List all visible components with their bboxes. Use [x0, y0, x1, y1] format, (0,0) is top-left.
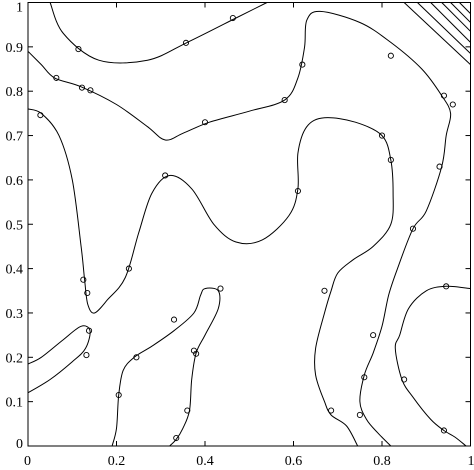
point-marker-19: [409, 225, 417, 232]
point-marker-3: [229, 14, 236, 22]
point-marker-7: [37, 112, 44, 119]
point-marker-35: [328, 407, 335, 414]
point-marker-29: [193, 350, 200, 357]
contour-line-6: [394, 285, 471, 447]
point-marker-2: [182, 39, 190, 46]
point-marker-39: [184, 407, 191, 414]
x-tick-label-2: 0.4: [196, 454, 214, 469]
contour-line-4: [27, 325, 91, 394]
point-marker-33: [361, 374, 368, 381]
point-marker-25: [115, 391, 122, 399]
point-marker-20: [80, 276, 87, 283]
point-marker-24: [83, 352, 90, 359]
point-marker-17: [387, 156, 394, 163]
point-marker-26: [133, 354, 140, 361]
point-marker-1: [75, 46, 82, 53]
point-marker-6: [87, 87, 94, 94]
tick-labels: 0 0.2 0.4 0.6 0.8 1 0 0.1 0.2 0.3 0.4 0.5 0.6 0.7 0.8 0…: [6, 1, 474, 470]
x-tick-label-4: 0.8: [373, 454, 391, 469]
corner-line-5: [450, 2, 471, 23]
point-marker-37: [401, 376, 408, 383]
point-marker-32: [370, 332, 377, 339]
y-tick-label-7: 0.7: [6, 130, 24, 145]
y-tick-label-1: 0.1: [6, 396, 24, 411]
point-marker-27: [170, 316, 178, 323]
point-marker-22: [125, 265, 132, 272]
point-marker-5: [78, 84, 86, 91]
y-tick-label-4: 0.4: [6, 263, 24, 278]
y-tick-label-6: 0.6: [6, 174, 24, 189]
axis-ticks: [27, 2, 471, 447]
corner-line-4: [441, 2, 471, 32]
x-tick-label-1: 0.2: [108, 454, 126, 469]
point-marker-31: [321, 287, 328, 294]
y-tick-label-8: 0.8: [6, 85, 24, 100]
plot-frame: [27, 2, 471, 447]
contour-lines: [27, 2, 471, 447]
point-marker-10: [299, 61, 306, 68]
corner-line-1: [403, 2, 471, 65]
y-tick-label-3: 0.3: [6, 307, 24, 322]
point-marker-4: [53, 74, 60, 81]
point-marker-8: [201, 119, 209, 126]
point-marker-11: [387, 52, 394, 59]
y-tick-label-5: 0.5: [6, 218, 24, 233]
data-markers: [37, 14, 456, 442]
corner-line-3: [430, 2, 471, 43]
x-tick-label-3: 0.6: [285, 454, 303, 469]
point-marker-21: [84, 289, 91, 297]
contour-line-3: [27, 108, 394, 447]
contour-line-1: [49, 2, 268, 64]
point-marker-16: [378, 132, 386, 139]
corner-line-2: [417, 2, 471, 54]
y-tick-label-10: 1: [16, 1, 23, 16]
corner-line-6: [459, 2, 471, 14]
point-marker-12: [440, 92, 448, 99]
contour-line-2: [27, 10, 452, 447]
x-tick-label-5: 1: [468, 454, 474, 469]
point-marker-40: [173, 434, 180, 442]
point-marker-15: [294, 187, 301, 195]
point-marker-18: [436, 163, 443, 170]
y-tick-label-0: 0: [16, 437, 23, 452]
point-marker-36: [443, 283, 450, 290]
point-marker-30: [217, 285, 224, 292]
point-marker-23: [86, 327, 93, 334]
point-marker-13: [449, 101, 456, 108]
corner-contour-lines: [403, 2, 471, 65]
point-marker-38: [440, 427, 448, 434]
y-tick-label-9: 0.9: [6, 41, 24, 56]
point-marker-34: [356, 411, 363, 419]
x-tick-label-0: 0: [24, 454, 31, 469]
contour-line-5: [111, 287, 221, 447]
point-marker-9: [281, 97, 288, 104]
y-tick-label-2: 0.2: [6, 351, 24, 366]
point-marker-14: [162, 172, 169, 179]
